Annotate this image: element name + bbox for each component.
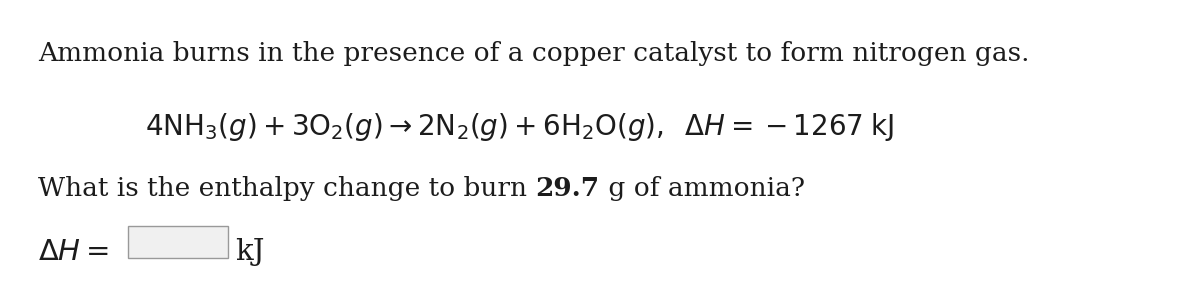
Text: 29.7: 29.7 (535, 176, 600, 201)
Text: $\mathrm{4NH_3}(g) + \mathrm{3O_2}(g) \rightarrow \mathrm{2N_2}(g) + \mathrm{6H_: $\mathrm{4NH_3}(g) + \mathrm{3O_2}(g) \r… (145, 111, 894, 143)
Text: $\Delta H =$: $\Delta H =$ (38, 238, 109, 266)
Text: kJ: kJ (235, 238, 264, 266)
Text: What is the enthalpy change to burn: What is the enthalpy change to burn (38, 176, 535, 201)
Text: g of ammonia?: g of ammonia? (600, 176, 804, 201)
Text: Ammonia burns in the presence of a copper catalyst to form nitrogen gas.: Ammonia burns in the presence of a coppe… (38, 41, 1030, 66)
